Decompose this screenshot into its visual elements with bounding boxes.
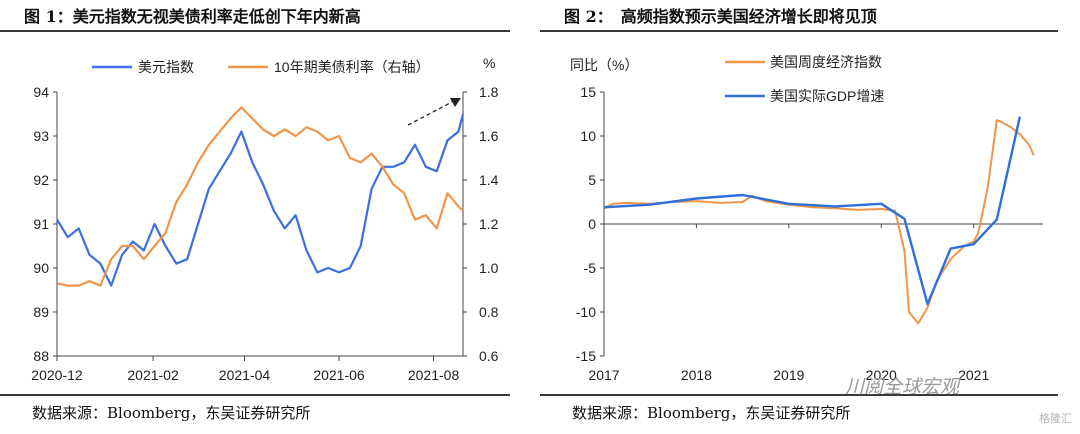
legend-label-2: 美国实际GDP增速 <box>770 88 884 104</box>
legend-label-1: 美国周度经济指数 <box>770 54 882 70</box>
x-tick-label: 2018 <box>681 367 712 383</box>
figure-1-source: 数据来源：Bloomberg，东吴证券研究所 <box>32 404 311 422</box>
left-tick-label: 88 <box>33 348 49 364</box>
x-tick-label: 2021-02 <box>127 367 179 383</box>
left-tick-label: 93 <box>33 128 49 144</box>
x-tick-label: 2017 <box>588 367 619 383</box>
watermark-logo: 格隆汇 <box>1039 412 1072 425</box>
y-tick-label: -15 <box>576 348 596 364</box>
x-tick-label: 2021 <box>958 367 989 383</box>
figure-2-source-rule <box>540 394 1058 396</box>
x-tick-label: 2021-04 <box>219 367 271 383</box>
legend-label-2: 10年期美债利率（右轴） <box>274 59 430 75</box>
right-tick-label: 1.6 <box>479 128 499 144</box>
figure-2-panel: 图 2： 高频指数预示美国经济增长即将见顶 -15 -10 -5 0 5 10 15 同比（%… <box>540 0 1080 434</box>
x-tick-label: 2020 <box>866 367 897 383</box>
left-tick-label: 91 <box>33 216 49 232</box>
right-unit-label: % <box>483 55 495 71</box>
figure-2-source: 数据来源：Bloomberg，东吴证券研究所 <box>572 404 851 422</box>
right-tick-label: 0.6 <box>479 348 499 364</box>
left-tick-label: 94 <box>33 84 49 100</box>
x-tick-label: 2021-08 <box>408 367 460 383</box>
series-line-2 <box>56 106 464 287</box>
y-tick-label: -5 <box>584 260 597 276</box>
left-tick-label: 92 <box>33 172 49 188</box>
figure-1-title: 图 1：美元指数无视美债利率走低创下年内新高 <box>24 7 361 26</box>
series-line-1 <box>603 119 1035 325</box>
y-unit-label: 同比（%） <box>570 57 638 73</box>
y-tick-label: 0 <box>588 216 596 232</box>
right-tick-label: 1.8 <box>479 84 499 100</box>
y-tick-label: 15 <box>580 84 596 100</box>
trend-arrow-head <box>450 98 461 107</box>
figure-2-title: 图 2： 高频指数预示美国经济增长即将见顶 <box>564 7 877 26</box>
left-tick-label: 90 <box>33 260 49 276</box>
y-tick-label: -10 <box>576 304 596 320</box>
figure-2-title-rule <box>540 30 1058 32</box>
figure-2-chart: -15 -10 -5 0 5 10 15 同比（%） 2017 2018 2019 2020 2021 美… <box>570 54 1043 383</box>
figure-1-chart: 88 89 90 91 92 93 94 0.6 0.8 1.0 1.2 1.4 1.6 1.8% 2020… <box>31 55 499 383</box>
y-tick-label: 5 <box>588 172 596 188</box>
figure-1-source-rule <box>0 394 510 396</box>
left-tick-label: 89 <box>33 304 49 320</box>
series-line-2 <box>603 116 1022 306</box>
figure-1-panel: 图 1：美元指数无视美债利率走低创下年内新高 88 89 90 91 92 93 94 0.6… <box>0 7 510 422</box>
x-tick-label: 2019 <box>773 367 804 383</box>
series-line-1 <box>56 113 465 287</box>
y-tick-label: 10 <box>580 128 596 144</box>
x-tick-label: 2021-06 <box>313 367 365 383</box>
watermark-text: 川阅全球宏观 <box>845 376 960 398</box>
x-tick-label: 2020-12 <box>31 367 83 383</box>
right-tick-label: 1.4 <box>479 172 499 188</box>
trend-arrow-line <box>407 101 453 126</box>
right-tick-label: 1.0 <box>479 260 499 276</box>
right-tick-label: 1.2 <box>479 216 499 232</box>
figure-1-title-rule <box>0 30 510 32</box>
right-tick-label: 0.8 <box>479 304 499 320</box>
legend-label-1: 美元指数 <box>138 59 194 75</box>
